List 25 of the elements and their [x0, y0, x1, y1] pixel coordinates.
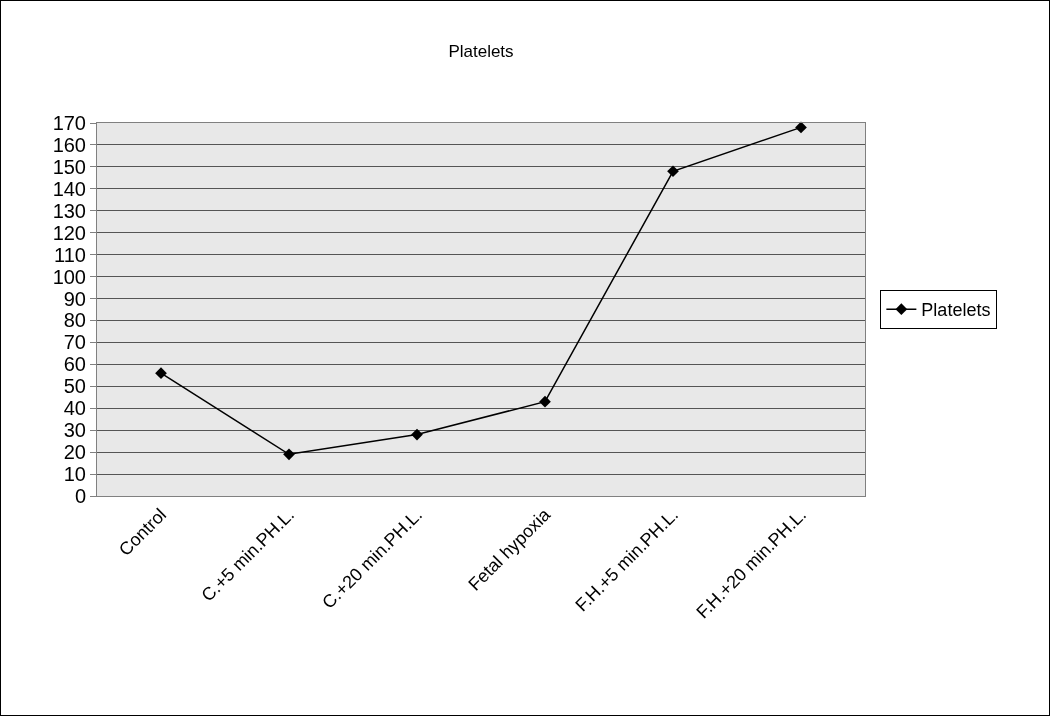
- legend-label: Platelets: [921, 300, 991, 321]
- y-tick-label: 150: [52, 155, 86, 178]
- y-tick-label: 170: [52, 112, 86, 134]
- chart-title: Platelets: [448, 41, 514, 61]
- y-tick-label: 130: [52, 199, 86, 222]
- point: [283, 448, 295, 461]
- y-tick-label: 90: [63, 287, 86, 310]
- y-tick-label: 140: [52, 177, 86, 200]
- y-tick-label: 120: [52, 221, 86, 244]
- y-tick-label: 50: [63, 375, 86, 398]
- point: [667, 165, 679, 178]
- y-tick-label: 10: [63, 463, 86, 486]
- point: [539, 395, 551, 408]
- y-tick-label: 70: [63, 331, 86, 354]
- y-tick-label: 40: [63, 397, 86, 420]
- point: [795, 121, 807, 134]
- y-tick-label: 60: [63, 353, 86, 376]
- y-tick-label: 110: [54, 243, 86, 266]
- y-tick-label: 160: [52, 133, 86, 156]
- y-tick-label: 100: [52, 265, 86, 288]
- y-tick-label: 0: [74, 485, 86, 507]
- y-tick-label: 20: [63, 441, 86, 464]
- point: [411, 428, 423, 441]
- y-tick-label: 80: [63, 309, 86, 332]
- y-tick-label: 30: [63, 419, 86, 442]
